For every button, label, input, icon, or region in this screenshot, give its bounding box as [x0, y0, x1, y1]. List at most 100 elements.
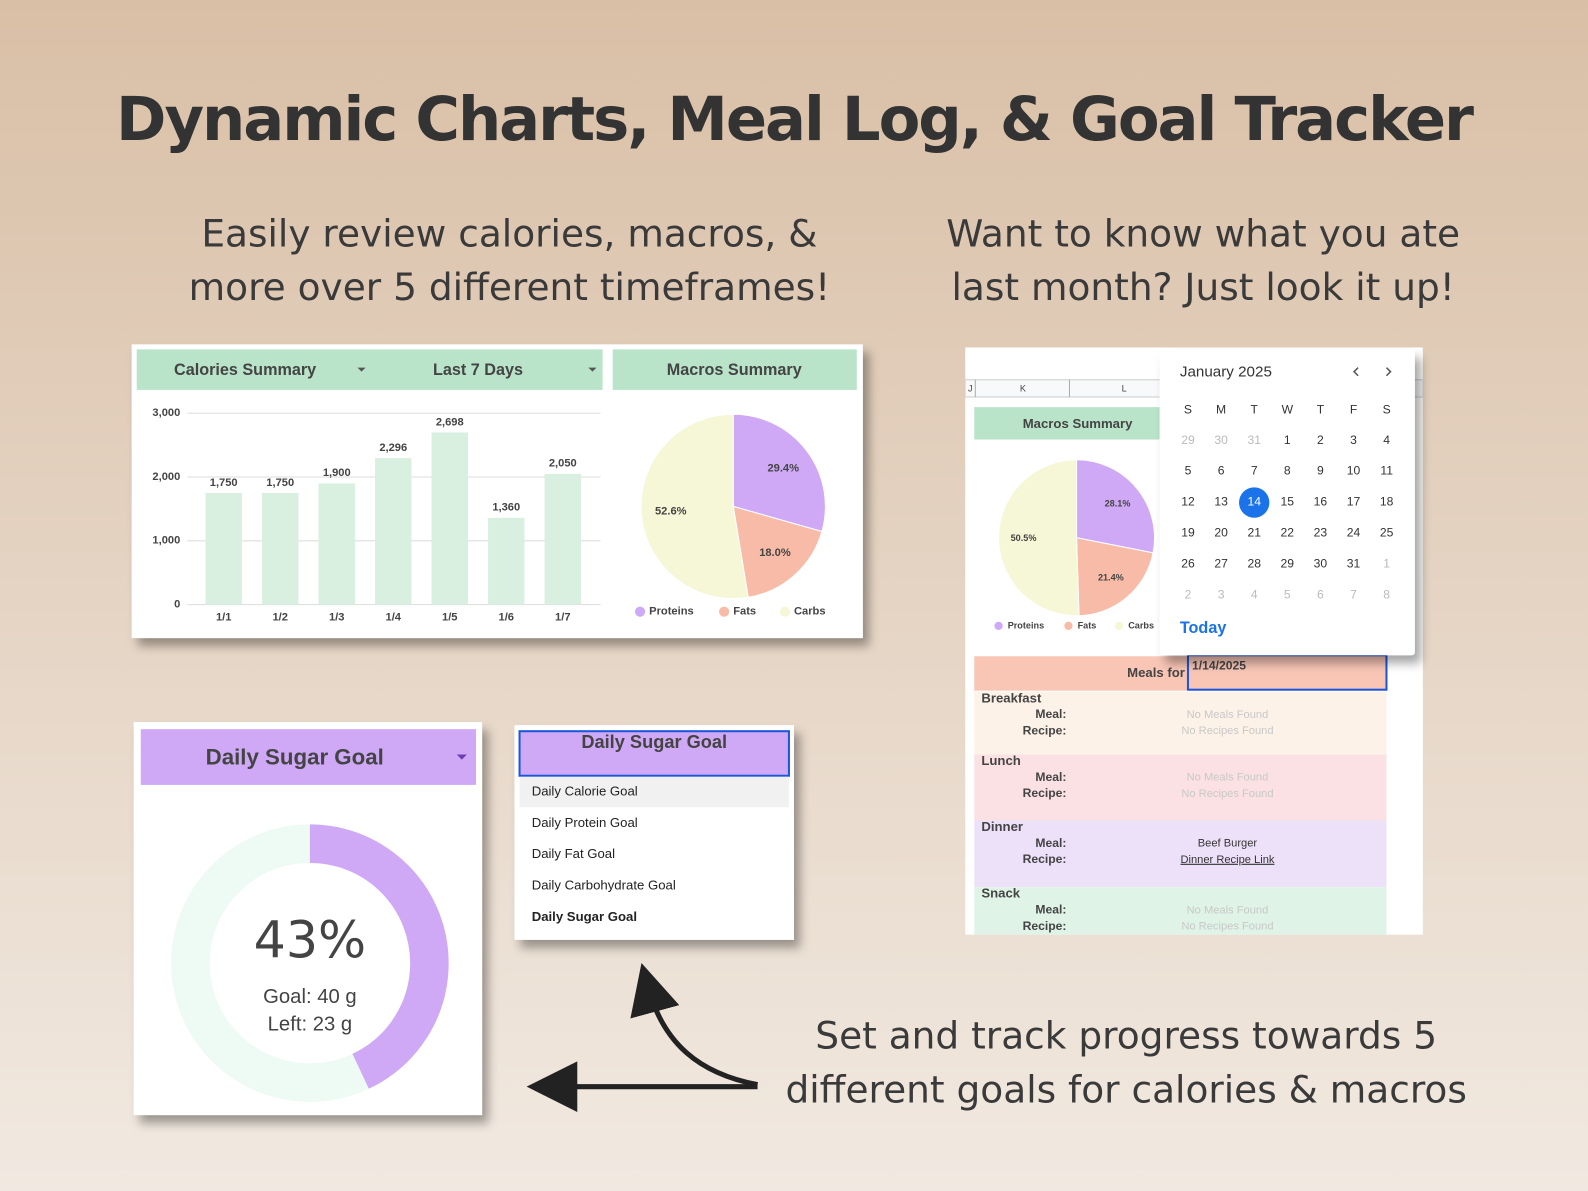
legend-swatch [719, 606, 730, 617]
meal-field-label: Meal: [1035, 903, 1066, 917]
dropdown-arrow[interactable] [456, 754, 467, 760]
legend-label: Proteins [649, 606, 694, 618]
column-header: L [1122, 383, 1127, 393]
dropdown-option[interactable]: Daily Carbohydrate Goal [532, 878, 676, 893]
meal-section-title: Snack [981, 886, 1020, 901]
dropdown-selected-text[interactable]: Daily Sugar Goal [581, 732, 727, 752]
calendar-day[interactable]: 30 [1314, 557, 1328, 571]
calendar-day[interactable]: 8 [1383, 588, 1390, 602]
dropdown-arrow[interactable] [588, 367, 597, 372]
meal-field-label: Recipe: [1023, 786, 1067, 800]
caption: different goals for calories & macros [785, 1067, 1466, 1111]
calendar-day[interactable]: 17 [1347, 495, 1361, 509]
calendar-day[interactable]: 21 [1247, 526, 1261, 540]
calendar-day[interactable]: 12 [1181, 495, 1195, 509]
prev-month[interactable] [1352, 367, 1359, 377]
gauge-title[interactable]: Daily Sugar Goal [206, 744, 384, 769]
recipe-value[interactable]: Dinner Recipe Link [1180, 854, 1274, 866]
calendar-day[interactable]: 22 [1281, 526, 1295, 540]
value-label: 2,050 [549, 458, 577, 470]
calendar-day[interactable]: 29 [1281, 557, 1295, 571]
weekday: T [1250, 402, 1258, 416]
calendar-day[interactable]: 6 [1317, 588, 1324, 602]
date-input[interactable] [1186, 654, 1388, 691]
x-tick-label: 1/3 [329, 612, 344, 624]
date-value[interactable]: 1/14/2025 [1192, 659, 1246, 673]
calendar-day[interactable]: 2 [1185, 588, 1192, 602]
calendar-day[interactable]: 30 [1214, 433, 1228, 447]
gauge-arc [171, 824, 449, 1102]
calendar-day[interactable]: 3 [1218, 588, 1225, 602]
weekday: T [1317, 402, 1325, 416]
caption: Easily review calories, macros, & [201, 211, 817, 255]
calendar-day[interactable]: 11 [1380, 464, 1393, 478]
calendar-day[interactable]: 7 [1350, 588, 1357, 602]
legend-swatch [634, 606, 646, 617]
calendar-day[interactable]: 4 [1383, 433, 1390, 447]
calendar-day[interactable]: 31 [1247, 433, 1261, 447]
calendar-day[interactable]: 15 [1281, 495, 1295, 509]
calendar-day[interactable]: 1 [1383, 557, 1390, 571]
calendar-day[interactable]: 8 [1284, 464, 1291, 478]
calendar-day[interactable]: 6 [1218, 464, 1225, 478]
dropdown-option[interactable]: Daily Protein Goal [532, 815, 638, 830]
calendar-day[interactable]: 16 [1314, 495, 1328, 509]
dropdown-selected[interactable] [518, 730, 790, 777]
dropdown-arrow[interactable] [357, 367, 366, 372]
calendar-day[interactable]: 27 [1214, 557, 1228, 571]
value-label: 2,698 [436, 416, 464, 428]
meal-section [974, 691, 1387, 759]
bar [205, 492, 242, 605]
meal-section [974, 754, 1387, 822]
calendar-day[interactable]: 13 [1214, 495, 1228, 509]
x-tick-label: 1/5 [442, 612, 457, 624]
weekday: S [1184, 402, 1192, 416]
pie-label: 21.4% [1098, 573, 1124, 583]
calendar-day[interactable]: 24 [1347, 526, 1361, 540]
meal-value: No Meals Found [1187, 772, 1269, 784]
calendar-day[interactable]: 14 [1247, 495, 1261, 509]
pie-label: 28.1% [1105, 499, 1131, 509]
today-button[interactable]: Today [1180, 619, 1226, 637]
calendar-day[interactable]: 28 [1247, 557, 1261, 571]
gauge-value: 43% [254, 910, 367, 969]
recipe-value: No Recipes Found [1181, 788, 1273, 800]
calendar-day[interactable]: 1 [1284, 433, 1291, 447]
meal-section-title: Dinner [981, 819, 1023, 834]
calendar-day[interactable]: 5 [1185, 464, 1192, 478]
selected-day [1239, 487, 1270, 518]
calendar-day[interactable]: 5 [1284, 588, 1291, 602]
x-tick-label: 1/1 [216, 612, 231, 624]
calendar-day[interactable]: 7 [1251, 464, 1258, 478]
x-tick-label: 1/6 [499, 612, 514, 624]
calendar-day[interactable]: 29 [1181, 433, 1195, 447]
value-label: 1,360 [492, 502, 520, 514]
calendar-day[interactable]: 18 [1380, 495, 1394, 509]
calendar-day[interactable]: 10 [1347, 464, 1361, 478]
calendar-day[interactable]: 23 [1314, 526, 1328, 540]
dropdown-option[interactable]: Daily Sugar Goal [532, 909, 637, 924]
meal-section [974, 820, 1387, 888]
calendar-day[interactable]: 3 [1350, 433, 1357, 447]
y-tick-label: 0 [174, 599, 180, 611]
calendar-day[interactable]: 9 [1317, 464, 1324, 478]
dropdown-label[interactable]: Last 7 Days [433, 361, 523, 379]
calendar-popup [1159, 349, 1415, 656]
value-label: 1,900 [323, 467, 351, 479]
pie-label: 50.5% [1011, 533, 1037, 543]
caption: last month? Just look it up! [952, 265, 1455, 309]
calendar-day[interactable]: 2 [1317, 433, 1324, 447]
calendar-day[interactable]: 4 [1251, 588, 1258, 602]
meal-field-label: Recipe: [1023, 852, 1067, 866]
calendar-day[interactable]: 31 [1347, 557, 1361, 571]
legend-label: Carbs [794, 606, 826, 618]
dropdown-option[interactable]: Daily Calorie Goal [532, 783, 638, 798]
dropdown-label[interactable]: Calories Summary [174, 361, 316, 379]
bar [261, 492, 299, 605]
calendar-day[interactable]: 20 [1214, 526, 1228, 540]
calendar-day[interactable]: 19 [1181, 526, 1195, 540]
next-month[interactable] [1385, 367, 1392, 377]
calendar-day[interactable]: 25 [1380, 526, 1394, 540]
calendar-day[interactable]: 26 [1181, 557, 1195, 571]
dropdown-option[interactable]: Daily Fat Goal [532, 846, 615, 861]
